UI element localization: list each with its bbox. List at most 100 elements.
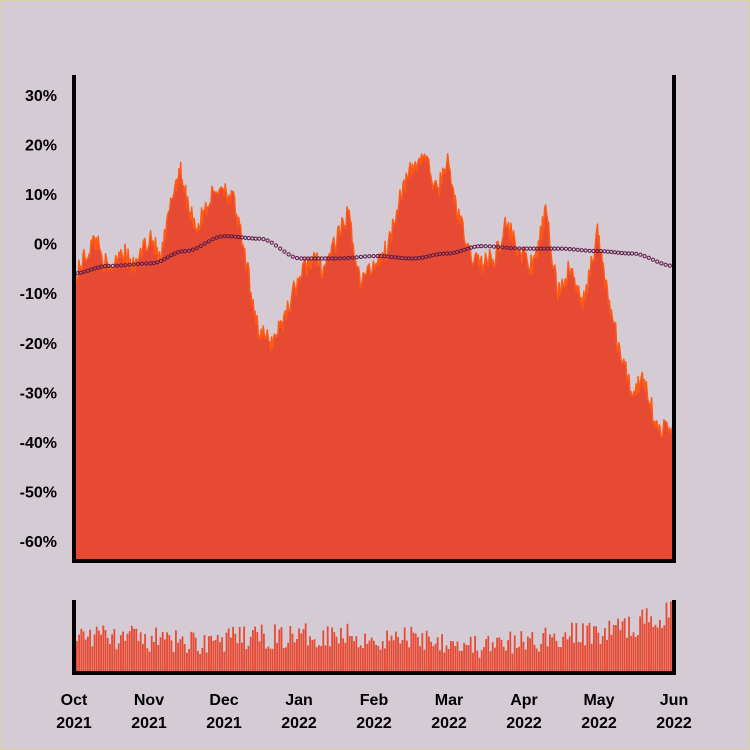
volume-bar [465, 644, 468, 673]
volume-bar [654, 624, 657, 673]
volume-bar [293, 642, 296, 673]
trend-marker [194, 245, 200, 251]
volume-bar [192, 632, 195, 673]
volume-bar [201, 647, 204, 673]
volume-bar [430, 641, 432, 673]
volume-bar [643, 623, 646, 673]
volume-bar [452, 641, 454, 673]
volume-bar [313, 639, 316, 673]
volume-bar [271, 648, 274, 673]
volume-bar [150, 635, 153, 673]
volume-bar [621, 621, 624, 673]
volume-bar [531, 632, 534, 673]
volume-bar [456, 641, 459, 673]
volume-bar [535, 648, 538, 673]
volume-bar [353, 641, 355, 673]
volume-bar [606, 640, 608, 673]
volume-bar [617, 618, 619, 673]
volume-bar [274, 624, 276, 673]
volume-bar [377, 645, 380, 673]
volume-bar [575, 623, 578, 673]
x-tick-month: Dec [209, 692, 238, 709]
volume-bar [315, 647, 318, 673]
volume-bar [478, 657, 481, 673]
volume-bar [472, 652, 474, 673]
trend-marker [346, 255, 351, 261]
volume-bar [487, 635, 490, 673]
trend-marker [158, 258, 163, 263]
volume-bar [489, 651, 492, 673]
volume-bar [527, 636, 529, 673]
volume-bar [474, 635, 476, 673]
volume-bar [309, 636, 311, 673]
volume-bar [410, 626, 413, 673]
volume-bar [505, 650, 507, 673]
volume-bar [124, 640, 127, 673]
volume-bar [168, 635, 171, 673]
volume-bar [175, 630, 177, 673]
trend-marker [487, 244, 492, 249]
y-tick-label: -30% [20, 385, 57, 402]
volume-bar [648, 622, 650, 673]
volume-bar [307, 645, 309, 673]
y-tick-label: -20% [20, 336, 57, 353]
volume-bar [584, 645, 586, 673]
y-tick-label: 10% [25, 187, 57, 204]
volume-bar [144, 634, 146, 673]
volume-bar [500, 639, 503, 673]
volume-bar [126, 633, 129, 673]
x-axis-ticks: Oct 2021 Nov 2021 Dec 2021 Jan 2022 Feb 2022 Mar 20… [56, 692, 692, 732]
volume-bar [659, 619, 661, 673]
volume-bar [370, 637, 373, 673]
volume-bar [637, 635, 639, 673]
trend-marker [458, 248, 463, 254]
volume-bar [230, 637, 232, 673]
trend-marker [575, 247, 580, 252]
trend-marker [350, 255, 355, 260]
trend-marker [290, 254, 295, 259]
volume-bar [245, 649, 248, 673]
trend-marker [140, 261, 145, 266]
volume-bar [104, 630, 107, 673]
trend-marker [659, 261, 664, 266]
volume-bar [546, 646, 549, 673]
x-tick-month: Oct [61, 692, 88, 709]
volume-bar [285, 647, 287, 673]
trend-marker [278, 246, 283, 251]
volume-bar [641, 609, 644, 673]
x-tick-year: 2021 [131, 715, 167, 732]
volume-bar [296, 639, 298, 673]
volume-bar [131, 625, 133, 673]
volume-bar [447, 648, 450, 673]
volume-bar [520, 631, 523, 673]
volume-bar [236, 643, 239, 673]
volume-bar [524, 649, 527, 673]
trend-marker [165, 255, 170, 260]
volume-bar [331, 627, 333, 673]
volume-bar [89, 629, 91, 673]
trend-marker [162, 257, 167, 262]
trend-marker [92, 266, 97, 271]
y-tick-label: 20% [25, 137, 57, 154]
volume-bar [630, 635, 633, 673]
volume-bar [78, 634, 80, 673]
volume-bar [311, 640, 314, 673]
x-tick-year: 2022 [431, 715, 467, 732]
volume-bar [516, 648, 518, 673]
x-tick-year: 2022 [581, 715, 617, 732]
trend-marker [198, 243, 203, 248]
volume-bar [322, 630, 325, 673]
volume-bar [181, 636, 184, 673]
trend-marker [367, 254, 372, 259]
volume-bar [408, 647, 410, 673]
trend-marker [85, 268, 90, 273]
volume-bar [82, 631, 85, 673]
volume-bar [298, 628, 300, 673]
volume-bar [214, 640, 217, 673]
trend-marker [587, 248, 592, 253]
volume-bar [197, 650, 199, 673]
volume-bar [289, 626, 292, 673]
volume-bar [216, 634, 219, 673]
trend-marker [629, 251, 635, 256]
volume-bar [318, 645, 320, 673]
